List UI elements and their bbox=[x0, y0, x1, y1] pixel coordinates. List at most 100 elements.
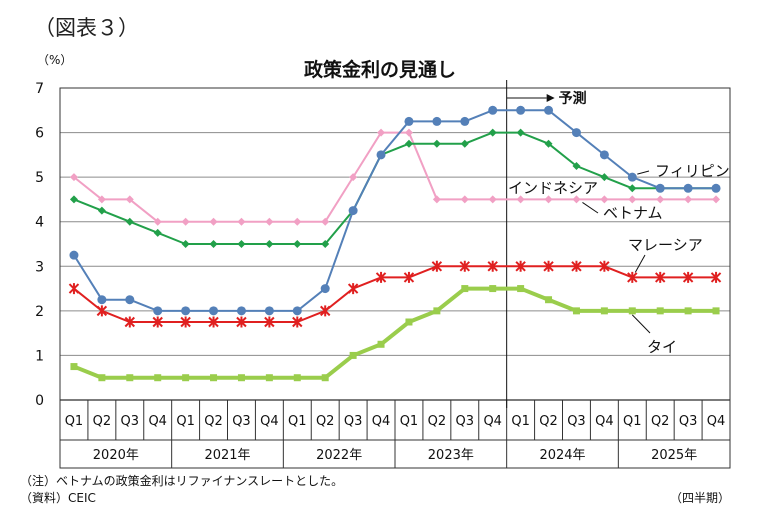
callout-line bbox=[637, 170, 650, 175]
data-point bbox=[182, 374, 190, 382]
data-point bbox=[404, 139, 413, 148]
data-point bbox=[599, 260, 610, 272]
data-point bbox=[321, 217, 330, 226]
data-point bbox=[208, 316, 219, 328]
data-point bbox=[432, 139, 441, 148]
data-point bbox=[321, 374, 329, 382]
data-point bbox=[293, 217, 302, 226]
x-tick-label: Q4 bbox=[707, 414, 726, 429]
series-2 bbox=[69, 128, 721, 226]
data-point bbox=[682, 271, 694, 283]
data-point bbox=[712, 307, 720, 315]
series-1-line bbox=[73, 131, 717, 245]
data-point bbox=[712, 195, 721, 204]
data-point bbox=[515, 260, 526, 272]
x-tick-label: Q4 bbox=[260, 414, 279, 429]
data-point bbox=[152, 316, 163, 328]
y-tick-label: 3 bbox=[35, 259, 44, 275]
source-text: （資料）CEIC bbox=[20, 491, 96, 505]
callout-line bbox=[634, 254, 646, 273]
data-point bbox=[571, 128, 581, 138]
y-tick-label: 4 bbox=[35, 215, 44, 231]
data-point bbox=[348, 206, 358, 216]
data-point bbox=[209, 306, 219, 316]
data-point bbox=[264, 306, 274, 316]
x-tick-label: Q3 bbox=[121, 414, 140, 429]
data-point bbox=[627, 271, 638, 283]
data-point bbox=[656, 307, 664, 315]
x-axis-labels: Q1 Q2 Q3 Q4 Q1 Q2 Q3 Q4 Q1 Q2 Q3 Q4 Q1 Q2 Q3 Q4 Q1 Q2 Q3 Q4… bbox=[59, 399, 731, 469]
data-point bbox=[264, 316, 275, 328]
year-label: 2024年 bbox=[539, 448, 585, 463]
data-point bbox=[69, 195, 78, 204]
data-point bbox=[489, 285, 497, 293]
y-axis-unit: （%） bbox=[37, 53, 72, 67]
data-point bbox=[237, 217, 246, 226]
data-point bbox=[432, 195, 441, 204]
data-point bbox=[572, 162, 581, 170]
data-point bbox=[628, 307, 636, 315]
data-point bbox=[600, 195, 609, 204]
data-point bbox=[124, 316, 135, 328]
data-point bbox=[544, 139, 553, 148]
data-point bbox=[487, 260, 498, 272]
figure-label: （図表３） bbox=[34, 16, 139, 40]
data-point bbox=[293, 374, 301, 382]
note-text: （注）ベトナムの政策金利はリファイナンスレートとした。 bbox=[20, 473, 343, 488]
data-point bbox=[293, 240, 302, 248]
series-0 bbox=[69, 105, 721, 316]
data-point bbox=[292, 316, 303, 328]
data-point bbox=[431, 260, 443, 272]
data-point bbox=[236, 306, 246, 316]
data-point bbox=[488, 195, 497, 204]
data-point bbox=[292, 306, 302, 316]
data-point bbox=[405, 318, 413, 326]
data-point bbox=[237, 374, 245, 382]
y-tick-label: 1 bbox=[35, 348, 44, 364]
data-point bbox=[656, 195, 665, 204]
data-point bbox=[517, 285, 525, 293]
data-point bbox=[180, 316, 191, 328]
series-label: フィリピン bbox=[655, 162, 730, 180]
data-point bbox=[460, 195, 469, 204]
x-tick-label: Q2 bbox=[428, 414, 447, 429]
data-point bbox=[181, 217, 190, 226]
data-point bbox=[320, 305, 331, 317]
year-label: 2022年 bbox=[316, 448, 362, 463]
data-point bbox=[181, 306, 191, 316]
x-tick-label: Q4 bbox=[483, 414, 502, 429]
series-label: インドネシア bbox=[508, 179, 598, 197]
data-point bbox=[98, 374, 106, 382]
data-point bbox=[125, 295, 135, 305]
data-point bbox=[375, 271, 387, 283]
x-tick-label: Q1 bbox=[623, 414, 642, 429]
callout-line bbox=[582, 202, 599, 214]
series-1 bbox=[69, 128, 721, 248]
y-tick-label: 7 bbox=[35, 81, 44, 97]
year-label: 2025年 bbox=[651, 448, 697, 463]
x-tick-label: Q1 bbox=[65, 414, 84, 429]
data-point bbox=[321, 240, 330, 248]
data-point bbox=[544, 105, 554, 115]
data-point bbox=[516, 128, 525, 137]
data-point bbox=[461, 285, 469, 293]
data-point bbox=[459, 260, 470, 272]
data-point bbox=[544, 195, 553, 204]
plot-area bbox=[68, 105, 722, 382]
x-tick-label: Q1 bbox=[288, 414, 307, 429]
data-point bbox=[209, 217, 218, 226]
data-point bbox=[572, 195, 581, 204]
series-label: タイ bbox=[647, 338, 677, 356]
data-point bbox=[404, 128, 413, 137]
data-point bbox=[404, 116, 414, 126]
data-point bbox=[488, 128, 497, 137]
data-point bbox=[237, 240, 246, 248]
x-tick-label: Q2 bbox=[93, 414, 112, 429]
x-tick-label: Q1 bbox=[511, 414, 530, 429]
y-tick-labels: 0 1 2 3 4 5 6 7 bbox=[35, 81, 44, 409]
y-tick-label: 5 bbox=[35, 170, 44, 186]
data-point bbox=[69, 250, 79, 260]
year-label: 2020年 bbox=[93, 448, 139, 463]
data-point bbox=[376, 150, 386, 160]
series-0-line bbox=[73, 109, 717, 312]
